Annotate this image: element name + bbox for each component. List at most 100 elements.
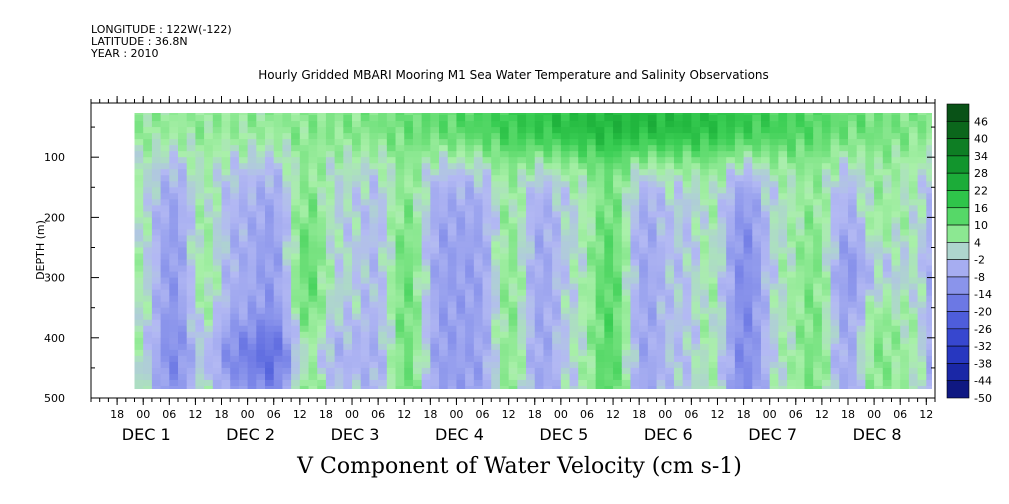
heat-cell (526, 379, 536, 387)
heat-cell (169, 235, 179, 243)
heat-cell (769, 113, 779, 116)
heat-cell (630, 211, 640, 218)
heat-cell (465, 127, 475, 134)
heat-cell (534, 139, 545, 146)
heat-cell (534, 355, 545, 363)
heat-cell (178, 223, 188, 231)
heat-cell (717, 241, 727, 249)
heat-cell (204, 187, 214, 194)
x-day-label: DEC 3 (331, 425, 380, 444)
heat-cell (865, 319, 875, 327)
heat-cell (673, 223, 684, 231)
heat-cell (282, 223, 292, 231)
heat-cell (482, 229, 492, 237)
heat-cell (691, 181, 701, 188)
heat-cell (882, 265, 893, 273)
heat-cell (604, 277, 614, 285)
heat-cell (439, 199, 449, 206)
heat-cell (447, 349, 458, 357)
heat-cell (473, 181, 484, 188)
heat-cell (630, 343, 640, 351)
heat-cell (569, 229, 579, 237)
heat-cell (787, 115, 797, 122)
heat-cell (230, 301, 240, 309)
heat-cell (795, 199, 806, 206)
x-hour-tick-label: 18 (423, 408, 437, 421)
heat-cell (856, 253, 866, 261)
heat-cell (647, 265, 658, 273)
heat-cell (673, 115, 684, 122)
heat-cell (395, 163, 405, 170)
heat-cell (230, 133, 240, 140)
heat-cell (212, 229, 223, 237)
heat-cell (830, 343, 840, 351)
heat-cell (256, 247, 266, 255)
heat-cell (673, 271, 684, 279)
heat-cell (586, 115, 597, 122)
heat-cell (682, 223, 692, 231)
heat-cell (821, 133, 832, 140)
heat-cell (195, 361, 205, 369)
heat-cell (691, 199, 701, 206)
heat-cell (839, 283, 849, 291)
heat-cell (160, 121, 170, 128)
heat-cell (178, 373, 188, 381)
heat-cell (343, 113, 353, 116)
heat-cell (265, 367, 275, 375)
heat-cell (821, 295, 832, 303)
heat-cell (526, 301, 536, 309)
heat-cell (508, 253, 518, 261)
heat-cell (647, 325, 658, 333)
heat-cell (552, 271, 562, 279)
heat-cell (169, 265, 179, 273)
heat-cell (160, 163, 170, 170)
heat-cell (552, 205, 562, 212)
heat-cell (212, 313, 223, 321)
heat-cell (178, 253, 188, 261)
heat-cell (595, 187, 605, 194)
heat-cell (752, 229, 762, 237)
heat-cell (813, 253, 823, 261)
heat-cell (760, 157, 771, 164)
heat-cell (212, 193, 223, 200)
heat-cell (743, 199, 753, 206)
heat-cell (682, 121, 692, 128)
heat-cell (778, 229, 788, 237)
heat-cell (708, 217, 719, 225)
heat-cell (369, 205, 379, 212)
heat-cell (682, 229, 692, 237)
heat-cell (238, 163, 249, 170)
heat-cell (552, 385, 562, 389)
heat-cell (691, 331, 701, 339)
heat-cell (430, 229, 440, 237)
heat-cell (708, 265, 719, 273)
heat-cell (499, 199, 510, 206)
heat-cell (195, 247, 205, 255)
heat-cell (900, 319, 910, 327)
heat-cell (352, 289, 362, 297)
heat-cell (482, 187, 492, 194)
heat-cell (482, 259, 492, 267)
heat-cell (926, 235, 932, 243)
heat-cell (621, 349, 632, 357)
heat-cell (743, 115, 753, 122)
x-day-label: DEC 1 (122, 425, 171, 444)
heat-cell (700, 337, 710, 345)
heat-cell (465, 247, 475, 255)
heat-cell (134, 325, 144, 333)
x-hour-tick-label: 18 (110, 408, 124, 421)
heat-cell (412, 295, 423, 303)
heat-cell (839, 355, 849, 363)
heat-cell (595, 385, 605, 389)
heat-cell (212, 307, 223, 315)
heat-cell (299, 193, 310, 200)
heat-cell (760, 283, 771, 291)
heat-cell (169, 355, 179, 363)
heat-cell (325, 361, 336, 369)
heat-cell (813, 361, 823, 369)
heat-cell (639, 307, 649, 315)
heat-cell (412, 307, 423, 315)
heat-cell (613, 379, 623, 387)
heat-cell (499, 349, 510, 357)
